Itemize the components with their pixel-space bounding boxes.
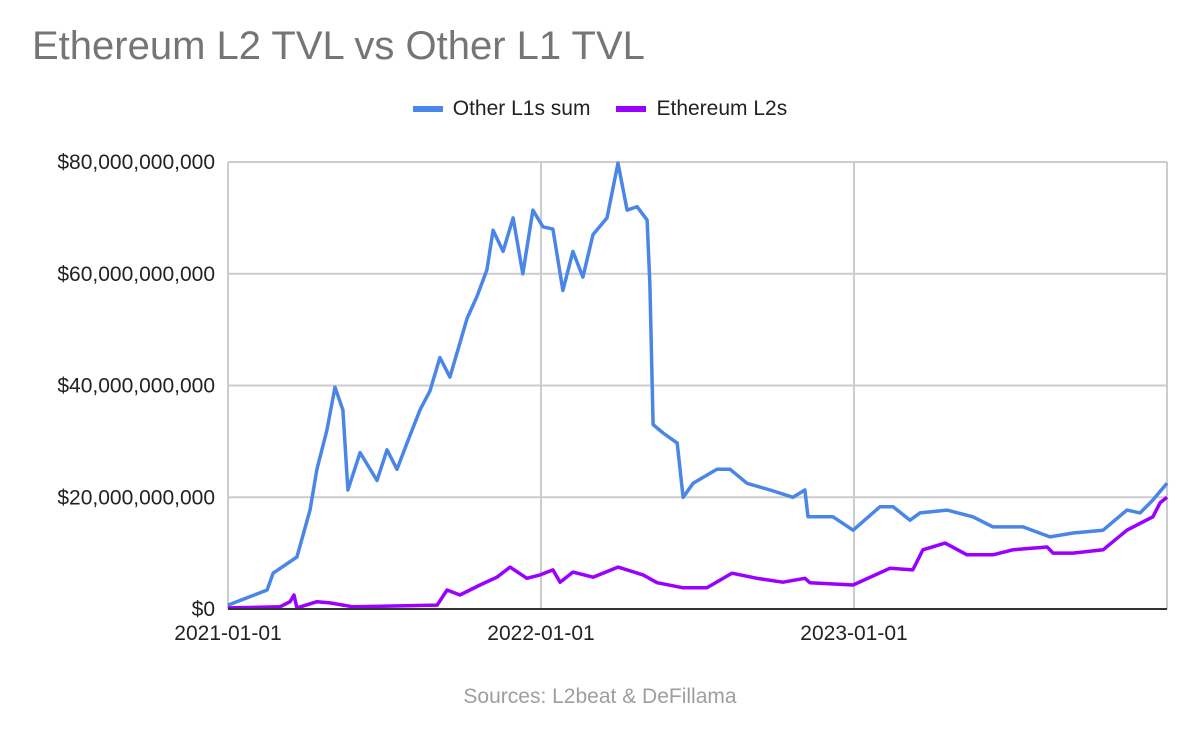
grid-lines [227, 161, 1168, 609]
legend-label-ethereum-l2s: Ethereum L2s [656, 97, 788, 120]
legend-label-other-l1s: Other L1s sum [452, 97, 591, 120]
chart-title: Ethereum L2 TVL vs Other L1 TVL [32, 24, 645, 68]
legend-swatch-ethereum-l2s [616, 106, 647, 112]
x-tick-label: 2021-01-01 [174, 622, 281, 645]
y-tick-label: $60,000,000,000 [57, 263, 215, 286]
series-line-other-l1s [227, 161, 1169, 607]
x-tick-label: 2023-01-01 [800, 622, 907, 645]
legend-item-ethereum-l2s: Ethereum L2s [616, 97, 787, 121]
legend-swatch-other-l1s [412, 106, 443, 112]
source-note: Sources: L2beat & DeFillama [463, 685, 737, 708]
x-tick-label: 2022-01-01 [487, 622, 594, 645]
x-axis-ticks: 2021-01-01 2022-01-01 2023-01-01 [174, 622, 907, 645]
legend-item-other-l1s: Other L1s sum [412, 97, 591, 121]
y-tick-label: $20,000,000,000 [57, 486, 215, 509]
series-line-ethereum-l2s [227, 495, 1169, 610]
y-tick-label: $80,000,000,000 [57, 151, 215, 174]
y-axis-ticks: $0 $20,000,000,000 $40,000,000,000 $60,000,… [57, 151, 215, 621]
legend: Other L1s sum Ethereum L2s [0, 97, 1200, 121]
y-tick-label: $0 [192, 598, 215, 621]
series-lines [227, 161, 1169, 610]
y-tick-label: $40,000,000,000 [57, 375, 215, 398]
